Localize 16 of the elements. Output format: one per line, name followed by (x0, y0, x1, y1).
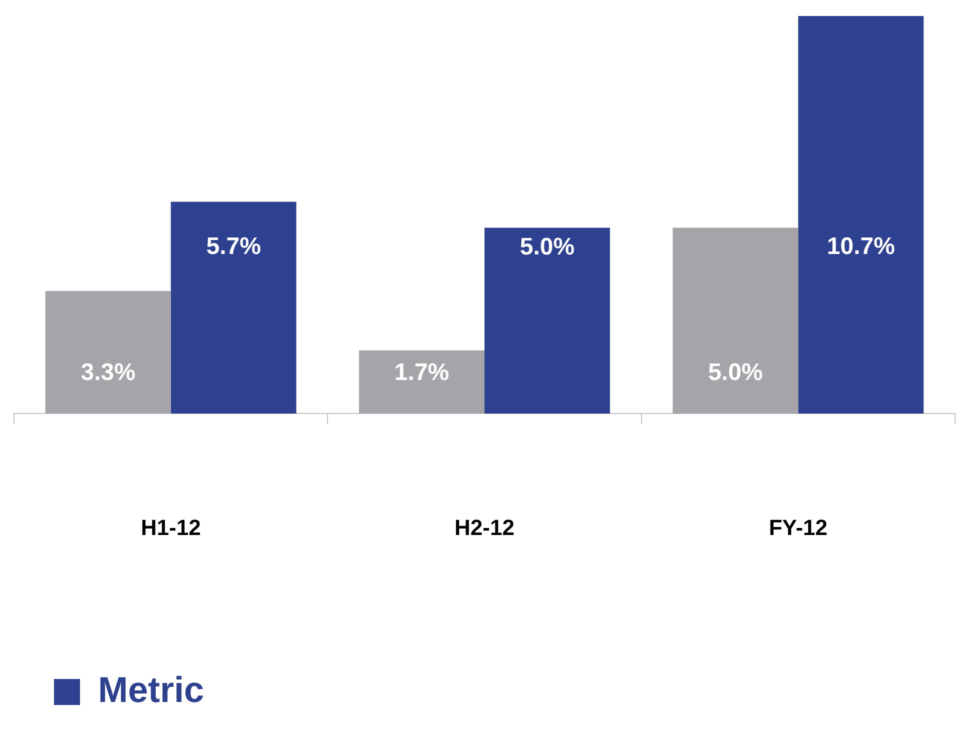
data-label: 5.0% (708, 359, 763, 386)
data-label: 3.3% (80, 359, 136, 386)
bar (798, 16, 924, 414)
data-label: 1.7% (394, 359, 450, 386)
bar (672, 228, 798, 414)
data-label: 5.0% (520, 233, 575, 260)
bar (170, 202, 296, 414)
x-tick-label: H2-12 (454, 514, 514, 540)
bar (359, 350, 484, 414)
data-label: 10.7% (826, 233, 895, 260)
legend-label: Metric (98, 668, 204, 710)
x-tick-label: FY-12 (768, 514, 828, 540)
x-tick-label: H1-12 (140, 514, 201, 540)
data-label: 5.7% (206, 233, 261, 260)
bar (484, 228, 610, 414)
bar (45, 290, 171, 414)
